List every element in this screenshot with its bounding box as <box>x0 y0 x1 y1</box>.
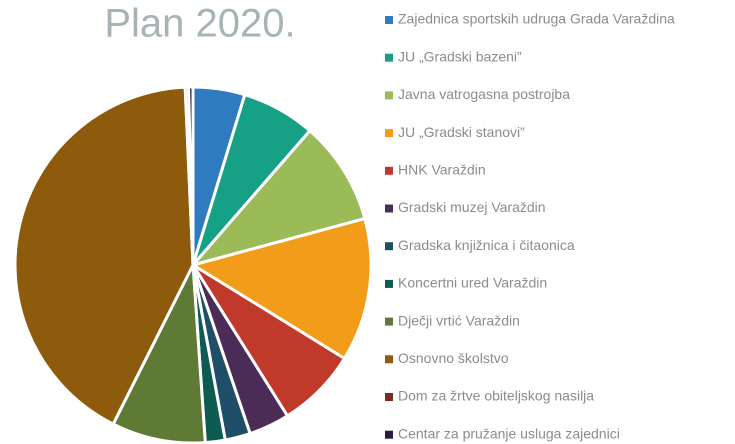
pie-slice <box>186 85 195 266</box>
legend-swatch <box>385 204 393 213</box>
legend-swatch <box>385 129 393 138</box>
pie-slice <box>188 128 367 268</box>
legend-swatch <box>385 91 393 100</box>
legend-swatch <box>385 16 393 24</box>
legend-swatch <box>385 317 393 326</box>
legend-label: Javna vatrogasna postrojba <box>398 86 570 102</box>
pie-slice <box>13 85 195 427</box>
pie-slice <box>111 259 207 444</box>
chart-title: Plan 2020. <box>104 2 295 46</box>
pie-slice <box>189 216 373 361</box>
legend-swatch <box>385 355 393 364</box>
legend-label: Koncertni ured Varaždin <box>398 275 547 291</box>
legend-label: Osnovno školstvo <box>398 350 509 366</box>
legend-swatch <box>385 393 393 401</box>
legend-label: Centar za pružanje usluga zajednici <box>398 425 620 441</box>
legend-label: JU „Gradski bazeni” <box>398 48 522 64</box>
legend-label: Dom za žrtve obiteljskog nasilja <box>398 388 594 404</box>
legend-label: Dječji vrtić Varaždin <box>398 312 520 328</box>
legend-label: Zajednica sportskih udruga Grada Varaždi… <box>398 11 675 27</box>
legend-label: HNK Varaždin <box>398 162 486 178</box>
legend-swatch <box>385 279 393 288</box>
legend-label: JU „Gradski stanovi” <box>398 124 525 140</box>
legend-swatch <box>385 166 393 175</box>
legend-label: Gradska knjižnica i čitaonica <box>398 237 575 253</box>
legend-swatch <box>385 242 393 251</box>
legend-label: Gradski muzej Varaždin <box>398 199 546 215</box>
legend-swatch <box>385 53 393 62</box>
legend-swatch <box>385 430 393 439</box>
